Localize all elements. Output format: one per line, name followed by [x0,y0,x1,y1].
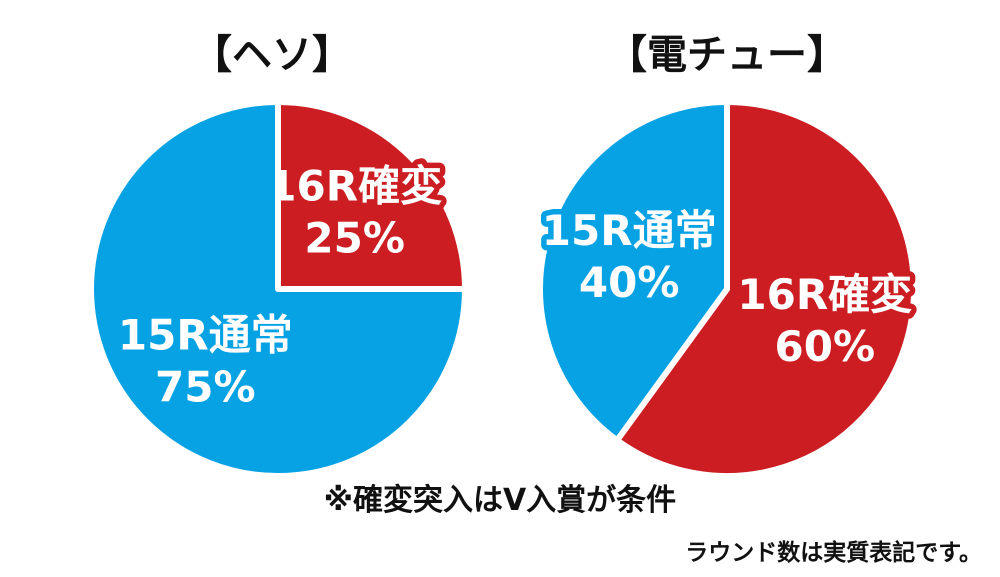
chart-title-heso: 【ヘソ】 [192,32,352,78]
pie-slice-heso-kakuhen-16r [275,99,468,292]
slice-value-denchu-kakuhen-16r: 60% [775,322,876,371]
slice-label-heso-tsujo-15r: 15R通常 [118,311,293,360]
pie-slice-denchu-tsujo-15r [537,99,730,444]
slice-label-denchu-kakuhen-16r: 16R確変 [737,270,912,319]
pie-slice-denchu-kakuhen-16r [614,99,917,479]
slice-value-heso-kakuhen-16r: 25% [304,213,405,262]
condition-note: ※確変突入はV入賞が条件 [324,483,676,518]
slice-label-denchu-tsujo-15r: 15R通常 [542,206,717,255]
slice-label-heso-kakuhen-16r: 16R確変 [267,161,442,210]
chart-title-denchu: 【電チュー】 [607,32,847,78]
slice-value-heso-tsujo-15r: 75% [155,363,256,412]
round-count-footnote: ラウンド数は実質表記です。 [685,539,982,566]
slice-value-denchu-tsujo-15r: 40% [579,258,680,307]
pie-slice-heso-tsujo-15r [88,99,468,479]
